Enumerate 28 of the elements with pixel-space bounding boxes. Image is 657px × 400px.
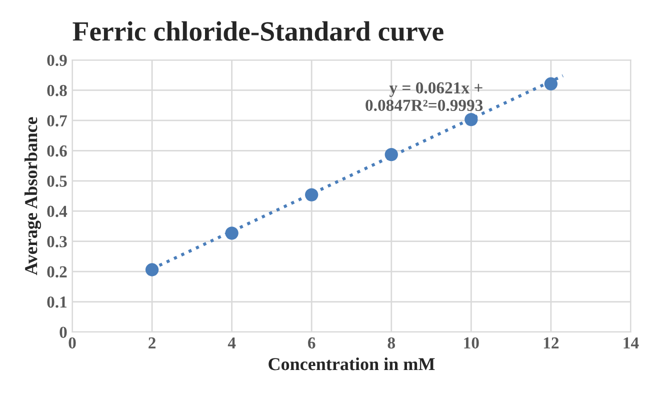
point <box>305 188 318 202</box>
x-tick-label: 8 <box>388 337 395 349</box>
point <box>225 226 238 240</box>
x-tick-label: 2 <box>148 337 156 348</box>
x-tick-label: 12 <box>544 337 559 348</box>
y-tick-label: 0.4 <box>47 206 68 218</box>
y-tick-label: 0.5 <box>47 176 67 187</box>
chart-title: Ferric chloride-Standard curve <box>72 21 444 41</box>
x-tick-label: 14 <box>624 337 639 348</box>
y-tick-label: 0.9 <box>47 54 67 66</box>
y-tick-label: 0.2 <box>47 266 67 278</box>
point <box>544 77 558 90</box>
point <box>464 112 478 126</box>
y-tick-label: 0.7 <box>47 115 68 126</box>
x-axis-title: Concentration in mM <box>268 358 435 370</box>
annotation: y = 0.0621x + 0.0847R²=0.9993 <box>366 82 483 112</box>
y-axis-title: Average Absorbance <box>24 117 42 276</box>
point <box>145 263 159 276</box>
x-tick-label: 10 <box>464 337 479 349</box>
x-tick-label: 6 <box>308 337 316 349</box>
y-tick-label: 0.1 <box>47 296 67 308</box>
point <box>384 148 398 162</box>
y-tick-label: 0 <box>60 326 67 338</box>
x-tick-label: 4 <box>228 337 236 348</box>
y-tick-label: 0.6 <box>47 145 67 157</box>
y-tick-label: 0.8 <box>47 84 67 96</box>
y-tick-label: 0.3 <box>47 236 67 248</box>
x-tick-label: 0 <box>68 337 76 349</box>
